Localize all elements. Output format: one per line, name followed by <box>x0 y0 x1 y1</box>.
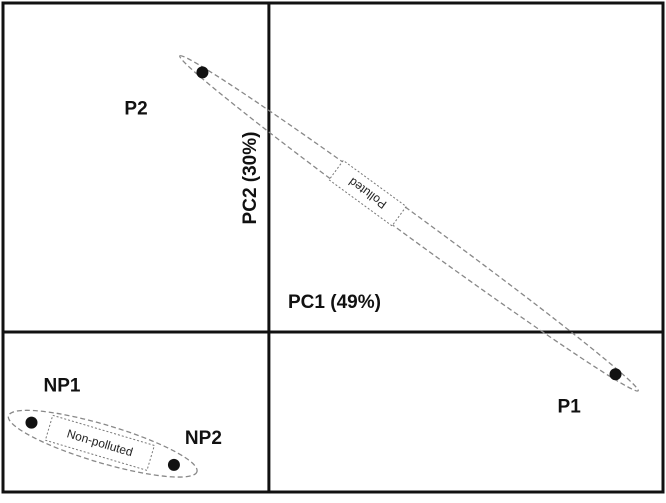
group-label-frame <box>44 414 155 472</box>
point-label-p1: P1 <box>558 396 582 417</box>
y-axis-title: PC2 (30%) <box>240 132 261 225</box>
plot-frame <box>1 1 665 494</box>
point-label-np1: NP1 <box>43 376 80 397</box>
data-points: P1 P2 NP1 NP2 <box>25 66 622 471</box>
data-point-np1 <box>25 416 38 429</box>
point-label-p2: P2 <box>124 98 147 119</box>
group-ellipse-outline <box>179 55 639 392</box>
point-label-np2: NP2 <box>185 428 222 449</box>
x-axis-title: PC1 (49%) <box>288 292 381 313</box>
data-point-np2 <box>167 458 180 471</box>
data-point-p2 <box>196 66 209 79</box>
group-ellipse-0 <box>179 55 639 392</box>
data-point-p1 <box>609 368 622 381</box>
group-ellipse-outline <box>7 409 198 478</box>
group-label-box-0: Polluted <box>328 159 407 227</box>
group-ellipse-1 <box>7 409 198 478</box>
